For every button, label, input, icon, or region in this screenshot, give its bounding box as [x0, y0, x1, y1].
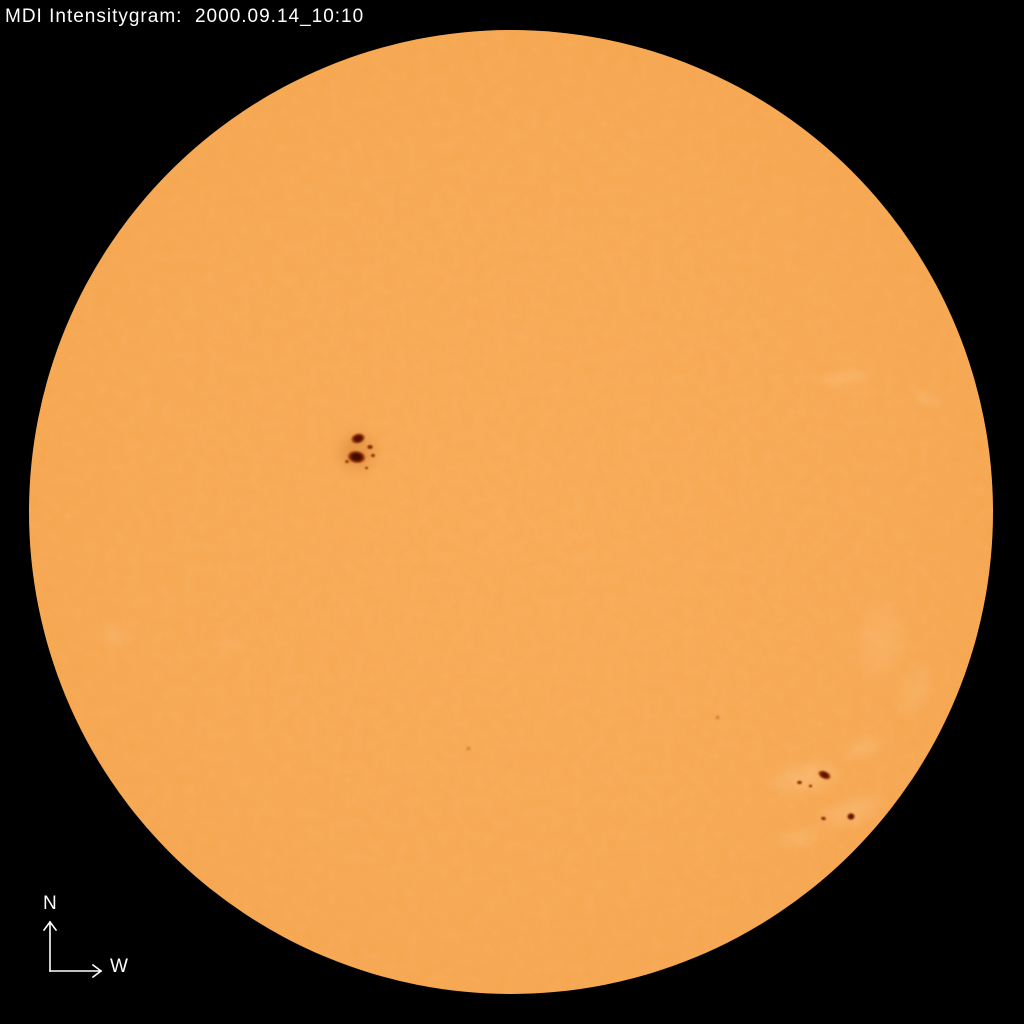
compass-west-arrowhead: [91, 963, 103, 979]
compass-north-label: N: [43, 893, 57, 914]
image-title: MDI Intensitygram: 2000.09.14_10:10: [5, 6, 365, 27]
sun-disk: [29, 30, 993, 994]
compass-north-arrowhead: [42, 920, 58, 932]
granulation-texture: [29, 30, 993, 994]
compass-west-label: W: [110, 956, 128, 977]
compass-arrows: [42, 920, 103, 979]
